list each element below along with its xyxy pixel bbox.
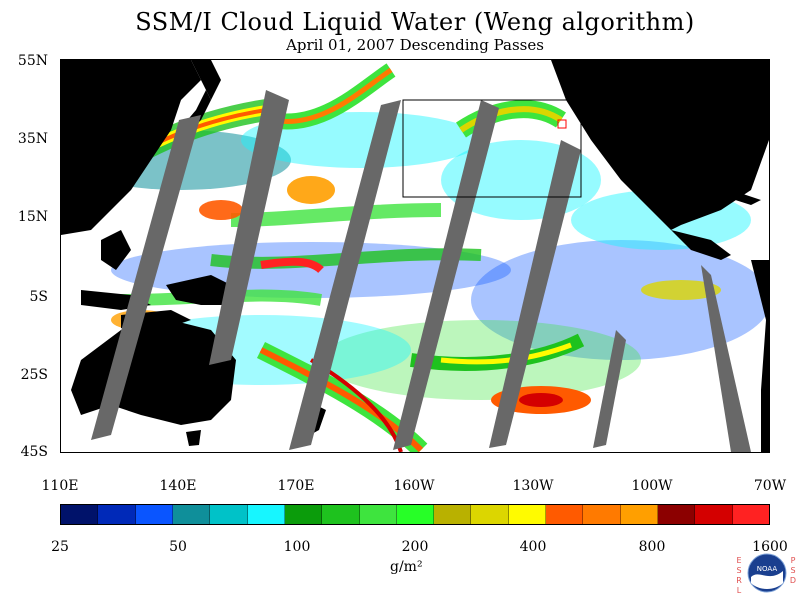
map-title: SSM/I Cloud Liquid Water (Weng algorithm… — [135, 8, 695, 36]
small-region-box — [557, 119, 567, 129]
lat-label-5s: 5S — [29, 289, 49, 305]
colorbar-swatch — [98, 505, 136, 524]
colorbar-units: g/m² — [390, 559, 423, 575]
colorbar-tick-800: 800 — [638, 539, 666, 555]
cloud-water-map — [60, 59, 770, 453]
logo-emblem-text: NOAA — [757, 565, 778, 573]
colorbar-swatch — [284, 505, 323, 524]
lon-label-170e: 170E — [277, 478, 315, 494]
colorbar-swatch — [210, 505, 248, 524]
colorbar-swatch — [172, 505, 211, 524]
lon-label-110e: 110E — [41, 478, 79, 494]
colorbar-swatch — [583, 505, 621, 524]
no-data-swaths — [91, 90, 751, 452]
colorbar-swatch — [61, 505, 99, 524]
colorbar-tick-25: 25 — [51, 539, 69, 555]
map-subtitle: April 01, 2007 Descending Passes — [286, 36, 544, 54]
colorbar-swatch — [359, 505, 397, 524]
noaa-emblem-icon: NOAA — [747, 553, 787, 593]
lat-label-35n: 35N — [17, 131, 48, 147]
colorbar-swatch — [695, 505, 733, 524]
lon-label-140e: 140E — [159, 478, 197, 494]
lat-label-25s: 25S — [20, 367, 48, 383]
colorbar-swatch — [135, 505, 173, 524]
region-box — [402, 99, 582, 198]
colorbar-swatch — [658, 505, 696, 524]
lon-label-70w: 70W — [753, 478, 787, 494]
colorbar-swatch — [247, 505, 285, 524]
colorbar-swatch — [434, 505, 472, 524]
lon-label-160w: 160W — [393, 478, 435, 494]
lon-label-130w: 130W — [512, 478, 554, 494]
colorbar-tick-400: 400 — [519, 539, 547, 555]
colorbar-swatch — [546, 505, 584, 524]
colorbar-swatch — [732, 505, 769, 524]
colorbar-swatch — [508, 505, 547, 524]
lat-label-45s: 45S — [20, 444, 48, 460]
colorbar-swatch — [471, 505, 509, 524]
colorbar-swatch — [620, 505, 658, 524]
colorbar-swatch — [322, 505, 360, 524]
colorbar-tick-50: 50 — [169, 539, 187, 555]
colorbar-tick-1600: 1600 — [752, 539, 788, 555]
colorbar-swatch — [396, 505, 435, 524]
colorbar — [60, 504, 770, 525]
colorbar-tick-200: 200 — [401, 539, 429, 555]
colorbar-tick-100: 100 — [283, 539, 311, 555]
lon-label-100w: 100W — [631, 478, 673, 494]
lat-label-55n: 55N — [17, 53, 48, 69]
lat-label-15n: 15N — [17, 209, 48, 225]
